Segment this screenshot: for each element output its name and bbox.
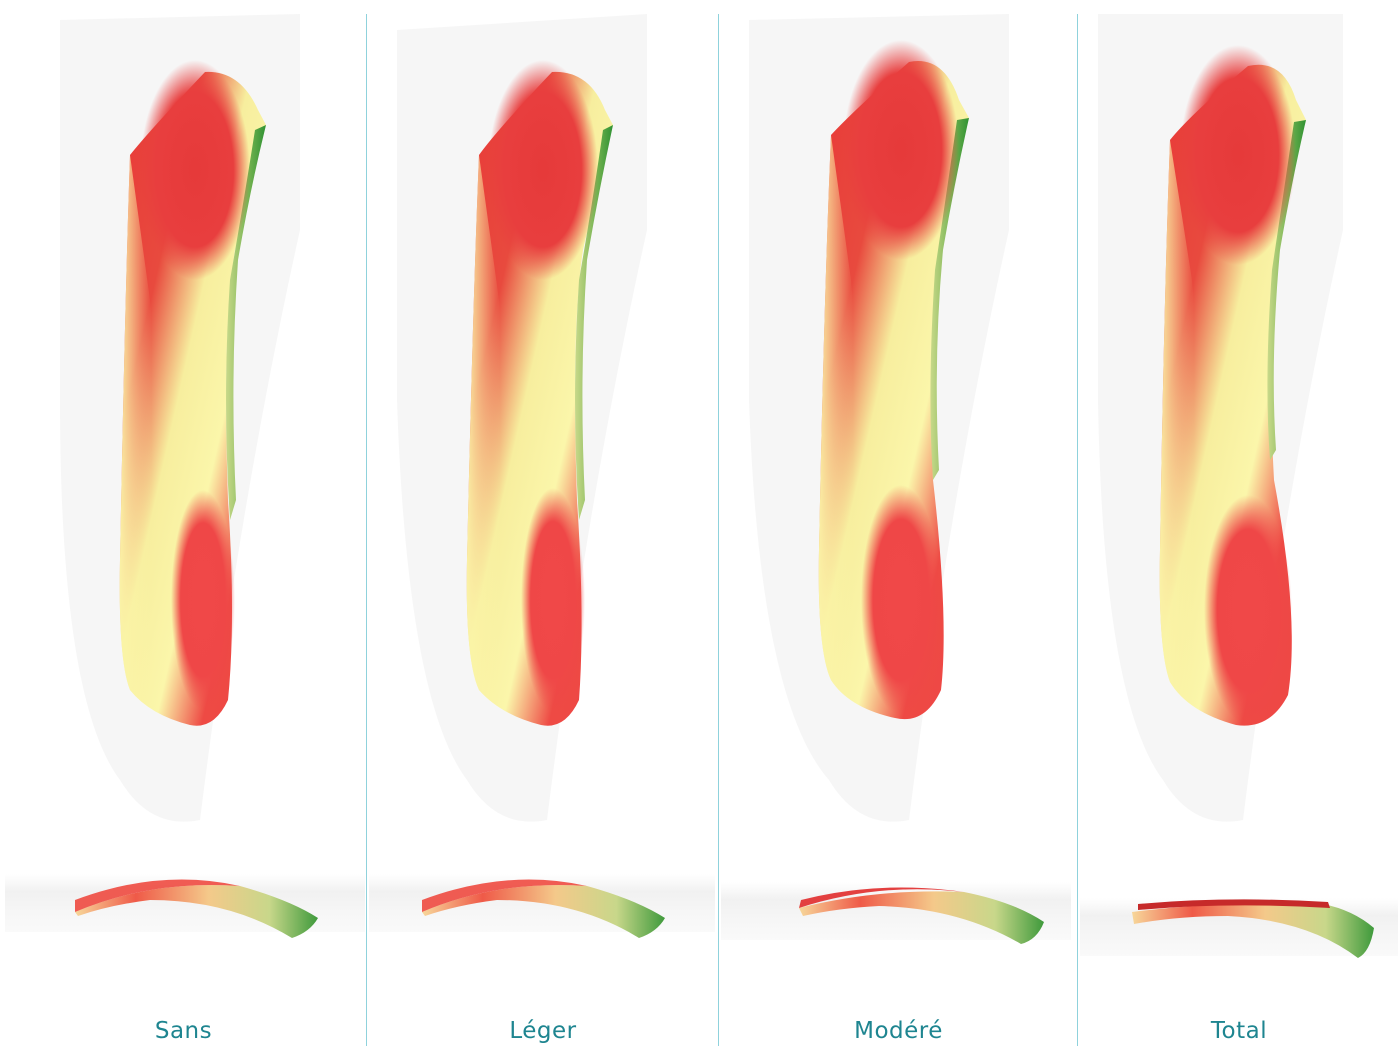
panel-total: Total [1078, 0, 1400, 1046]
panel-label: Sans [154, 1018, 213, 1044]
insole-side-view [369, 874, 715, 938]
panel-label: Léger [509, 1018, 577, 1044]
panel-sans: Sans [0, 0, 367, 1046]
insole-top-view [397, 14, 647, 822]
insole-top-view [60, 14, 300, 822]
insole-top-view [749, 14, 1009, 822]
panel-separator [1077, 14, 1078, 1046]
panel-leger: Léger [367, 0, 719, 1046]
insole-top-view [1098, 14, 1343, 822]
panel-label: Modéré [854, 1018, 943, 1044]
panel-label: Total [1210, 1018, 1268, 1044]
panel-separator [718, 14, 719, 1046]
insole-side-view [721, 882, 1071, 944]
panel-modere: Modéré [719, 0, 1078, 1046]
panel-separator [366, 14, 367, 1046]
insole-side-view [5, 874, 365, 938]
insole-side-view [1080, 898, 1398, 958]
